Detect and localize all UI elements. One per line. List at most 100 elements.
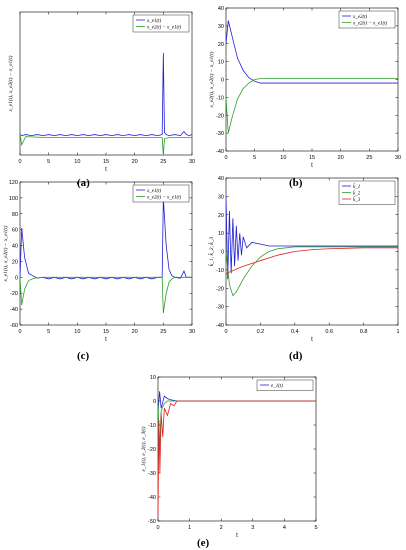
y-tick-label: -30 — [216, 131, 224, 137]
y-tick-label: 0 — [221, 250, 224, 256]
y-tick-label: 100 — [9, 196, 18, 202]
chart-panel-5: 0 1 2 3 4 5 -50 -40 -30 -20 -10 0 10 t e_1(t), e_2(t),… — [140, 375, 318, 539]
y-tick-label: -20 — [148, 447, 156, 453]
y-tick-label: -40 — [148, 495, 156, 501]
y-tick-label: 60 — [12, 228, 18, 234]
chart-panel-4: 0 0.2 0.4 0.6 0.8 1 -40 -30 -20 -10 0 10 20 30 40 t k̂_1… — [208, 176, 400, 343]
y-tick-label: -40 — [216, 149, 224, 155]
plot-area — [19, 11, 193, 156]
caption-d: (d) — [289, 350, 303, 362]
x-axis-label: t — [236, 533, 238, 539]
x-tick-label: 15 — [103, 159, 109, 165]
y-tick-label: -20 — [216, 286, 224, 292]
y-axis-label: x_e1(t), x_e2(t) − x_e1(t) — [2, 225, 9, 282]
y-tick-label: 0 — [221, 78, 224, 84]
series-line-2 — [226, 78, 398, 134]
plot-area — [19, 181, 193, 326]
plot-area — [157, 376, 317, 522]
x-tick-label: 0 — [156, 525, 159, 531]
legend-label: k̂_2 — [353, 190, 361, 196]
y-tick-label: 10 — [150, 375, 156, 381]
x-tick-label: 5 — [47, 159, 50, 165]
chart-panel-1: 0 5 10 15 20 25 30 t x_e1(t), x_e2(t) − x_e1(t) x… — [7, 11, 195, 173]
series-line-3 — [226, 247, 398, 274]
legend-box — [132, 184, 190, 203]
x-tick-label: 20 — [338, 155, 344, 161]
x-tick-label: 10 — [74, 159, 80, 165]
x-tick-label: 0 — [224, 329, 227, 335]
series-line-3 — [158, 400, 316, 517]
caption-c: (c) — [77, 350, 90, 362]
legend-label: x_e2(t) − x_e1(t) — [352, 21, 388, 26]
y-axis-label: e_1(t), e_2(t), e_3(t) — [140, 426, 147, 471]
y-tick-label: 10 — [218, 231, 224, 237]
legend-label: e_1(t) — [271, 384, 283, 389]
x-tick-label: 0 — [18, 159, 21, 165]
x-tick-label: 3 — [251, 525, 254, 531]
y-axis-label: k̂_1, k̂_2, k̂_3 — [208, 237, 215, 267]
legend-label: k̂_3 — [353, 197, 361, 203]
legend-label: k̂_1 — [353, 184, 360, 190]
series-line-1 — [226, 20, 398, 84]
y-tick-label: -50 — [148, 519, 156, 525]
y-axis-label: x_e2(t), x_e2(t) − x_e1(t) — [208, 51, 215, 108]
y-tick-label: 0 — [153, 399, 156, 405]
chart-panel-3: 0 5 10 15 20 25 30 -60 -40 -20 0 20 40 60 80 100 120 t x_e… — [2, 180, 195, 343]
x-axis-label: t — [105, 337, 107, 343]
x-tick-label: 5 — [47, 329, 50, 335]
legend-label: x_e2(t) — [352, 15, 367, 20]
series-line-2 — [20, 134, 192, 155]
x-tick-label: 1 — [396, 329, 399, 335]
legend-label: x_e2(t) − x_e1(t) — [146, 25, 182, 30]
x-axis-label: t — [311, 163, 313, 169]
y-tick-label: 30 — [218, 194, 224, 200]
legend-label: x_e1(t) — [146, 19, 161, 24]
legend-box — [256, 379, 314, 391]
x-tick-label: 4 — [283, 525, 286, 531]
x-tick-label: 0.8 — [360, 329, 368, 335]
y-tick-label: 20 — [218, 213, 224, 219]
y-tick-label: -40 — [216, 323, 224, 329]
y-tick-label: -10 — [216, 268, 224, 274]
y-axis-label: x_e1(t), x_e2(t) − x_e1(t) — [7, 55, 14, 112]
legend-label: x_e1(t) — [146, 189, 161, 194]
caption-a: (a) — [77, 177, 90, 189]
x-tick-label: 1 — [188, 525, 191, 531]
series-line-2 — [226, 246, 398, 297]
x-axis-label: t — [105, 167, 107, 173]
x-tick-label: 0.2 — [257, 329, 265, 335]
x-tick-label: 25 — [160, 159, 166, 165]
x-tick-label: 20 — [132, 329, 138, 335]
y-tick-label: 10 — [218, 60, 224, 66]
caption-e: (e) — [197, 537, 210, 549]
legend-box — [338, 10, 396, 29]
y-tick-label: -60 — [10, 323, 18, 329]
x-tick-label: 0 — [18, 329, 21, 335]
x-tick-label: 15 — [309, 155, 315, 161]
x-axis-label: t — [311, 337, 313, 343]
x-tick-label: 2 — [220, 525, 223, 531]
series-line-1 — [20, 52, 192, 137]
series-line-2 — [20, 276, 192, 314]
y-tick-label: -20 — [10, 291, 18, 297]
x-tick-label: 15 — [103, 329, 109, 335]
y-tick-label: 120 — [9, 180, 18, 186]
y-tick-label: -20 — [216, 113, 224, 119]
y-tick-label: 20 — [12, 259, 18, 265]
series-line-1 — [226, 196, 398, 280]
y-tick-label: 20 — [218, 42, 224, 48]
x-tick-label: 5 — [314, 525, 317, 531]
chart-panel-2: 0 5 10 15 20 25 30 -40 -30 -20 -10 0 10 20 30 40 t x_e2(t… — [208, 6, 401, 169]
x-tick-label: 25 — [160, 329, 166, 335]
y-tick-label: 40 — [218, 176, 224, 182]
y-tick-label: -30 — [148, 471, 156, 477]
y-tick-label: -10 — [148, 423, 156, 429]
y-tick-label: -30 — [216, 305, 224, 311]
y-tick-label: -40 — [10, 307, 18, 313]
x-tick-label: 20 — [132, 159, 138, 165]
x-tick-label: 25 — [366, 155, 372, 161]
y-tick-label: 40 — [218, 6, 224, 12]
x-tick-label: 30 — [395, 155, 401, 161]
legend-box — [132, 14, 190, 33]
